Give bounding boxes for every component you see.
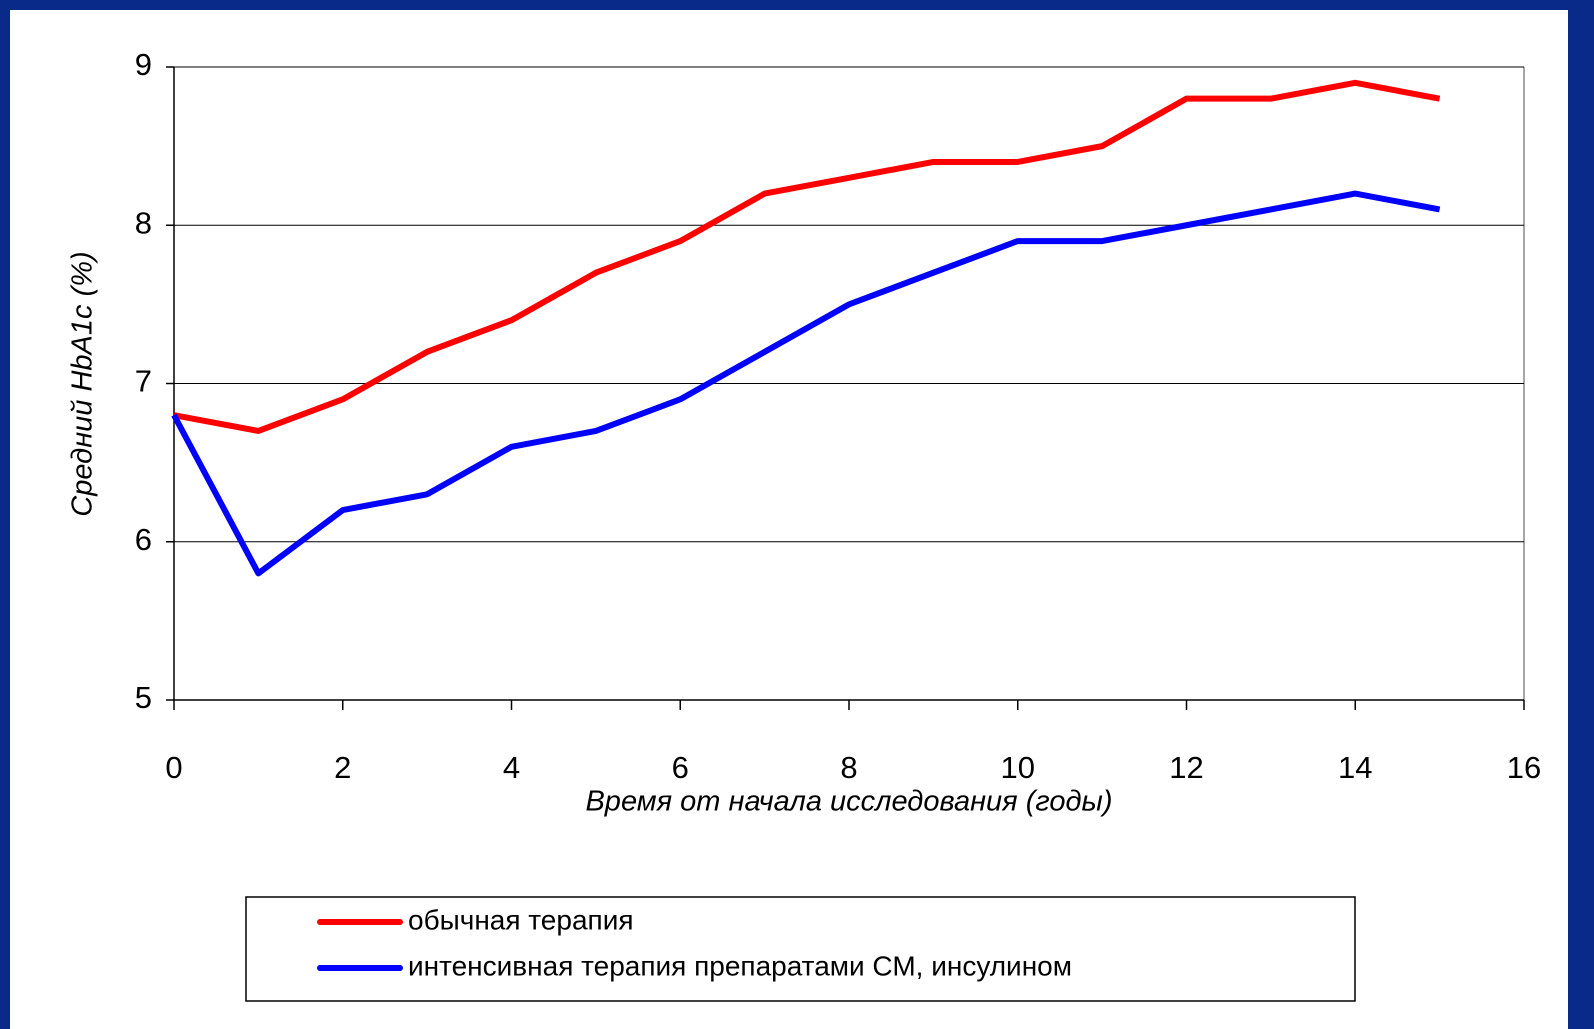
series-line [171, 190, 1441, 577]
x-tick-label: 12 [1169, 750, 1203, 785]
x-axis-label: Время от начала исследования (годы) [585, 786, 1112, 818]
slide-background [10, 10, 1568, 1029]
x-tick-label: 0 [165, 750, 182, 785]
y-tick-label: 6 [135, 522, 152, 557]
legend-label: обычная терапия [408, 904, 634, 935]
x-tick-label: 8 [840, 750, 857, 785]
x-tick-label: 14 [1338, 750, 1372, 785]
x-tick-label: 2 [334, 750, 351, 785]
x-tick-label: 16 [1507, 750, 1541, 785]
y-axis-label: Средний HbA1c (%) [67, 251, 99, 516]
y-tick-label: 5 [135, 680, 152, 715]
y-tick-label: 7 [135, 364, 152, 399]
series-line [173, 79, 1441, 434]
x-tick-label: 10 [1001, 750, 1035, 785]
legend-label: интенсивная терапия препаратами СМ, инсу… [408, 950, 1072, 981]
y-tick-label: 8 [135, 205, 152, 240]
y-tick-label: 9 [135, 47, 152, 82]
legend-box [245, 896, 1356, 1002]
x-tick-label: 4 [503, 750, 520, 785]
x-tick-label: 6 [672, 750, 689, 785]
